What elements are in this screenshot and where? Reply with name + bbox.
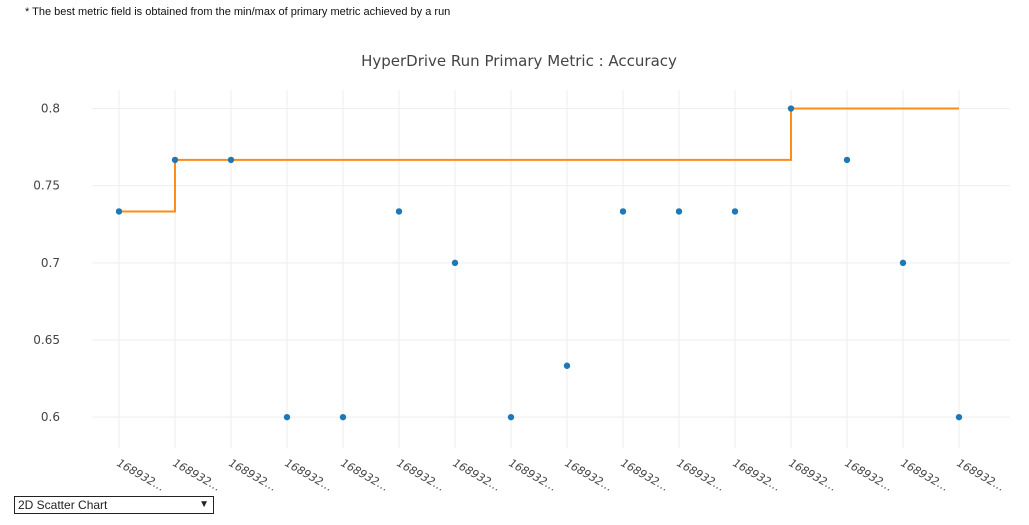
x-tick-label: 168932… [227, 456, 279, 494]
chart-type-selected-label: 2D Scatter Chart [18, 498, 108, 512]
x-tick-label: 168932… [171, 456, 223, 494]
data-point [507, 413, 515, 421]
data-point [787, 105, 795, 112]
data-point [955, 413, 963, 421]
grid-layer [92, 90, 1010, 448]
data-point [675, 208, 683, 215]
x-tick-label: 168932… [563, 456, 615, 494]
x-axis-ticks: 168932… 168932… 168932… 168932… 168932… 16893… [115, 456, 1007, 494]
y-tick-label: 0.65 [33, 333, 60, 347]
best-metric-note: * The best metric field is obtained from… [25, 6, 451, 18]
best-metric-line [119, 107, 959, 213]
data-point [227, 156, 235, 164]
x-tick-label: 168932… [283, 456, 335, 494]
best-metric-layer [119, 107, 959, 213]
points-layer [115, 105, 963, 421]
data-point [115, 208, 123, 215]
x-tick-label: 168932… [339, 456, 391, 494]
data-point [619, 208, 627, 215]
data-point [339, 413, 347, 421]
x-tick-label: 168932… [395, 456, 447, 494]
data-point [283, 413, 291, 421]
chart-type-select[interactable]: 2D Scatter Chart ▼ [14, 496, 214, 514]
data-point [395, 208, 403, 215]
x-tick-label: 168932… [507, 456, 559, 494]
x-tick-label: 168932… [843, 456, 895, 494]
data-point [451, 259, 459, 267]
data-point [843, 156, 851, 164]
x-tick-label: 168932… [955, 456, 1007, 494]
data-point [731, 208, 739, 215]
x-tick-label: 168932… [787, 456, 839, 494]
x-tick-label: 168932… [675, 456, 727, 494]
y-tick-label: 0.6 [41, 410, 60, 424]
x-tick-label: 168932… [451, 456, 503, 494]
y-axis-ticks: 0.6 0.65 0.7 0.75 0.8 [33, 102, 60, 425]
x-tick-label: 168932… [619, 456, 671, 494]
x-tick-label: 168932… [115, 456, 167, 494]
chart-title: HyperDrive Run Primary Metric : Accuracy [361, 52, 677, 70]
y-tick-label: 0.7 [41, 256, 60, 270]
data-point [171, 156, 179, 164]
y-tick-label: 0.8 [41, 102, 60, 116]
x-tick-label: 168932… [731, 456, 783, 494]
y-tick-label: 0.75 [33, 179, 60, 193]
x-tick-label: 168932… [899, 456, 951, 494]
data-point [899, 259, 907, 267]
data-point [563, 362, 571, 369]
chevron-down-icon: ▼ [199, 499, 209, 510]
